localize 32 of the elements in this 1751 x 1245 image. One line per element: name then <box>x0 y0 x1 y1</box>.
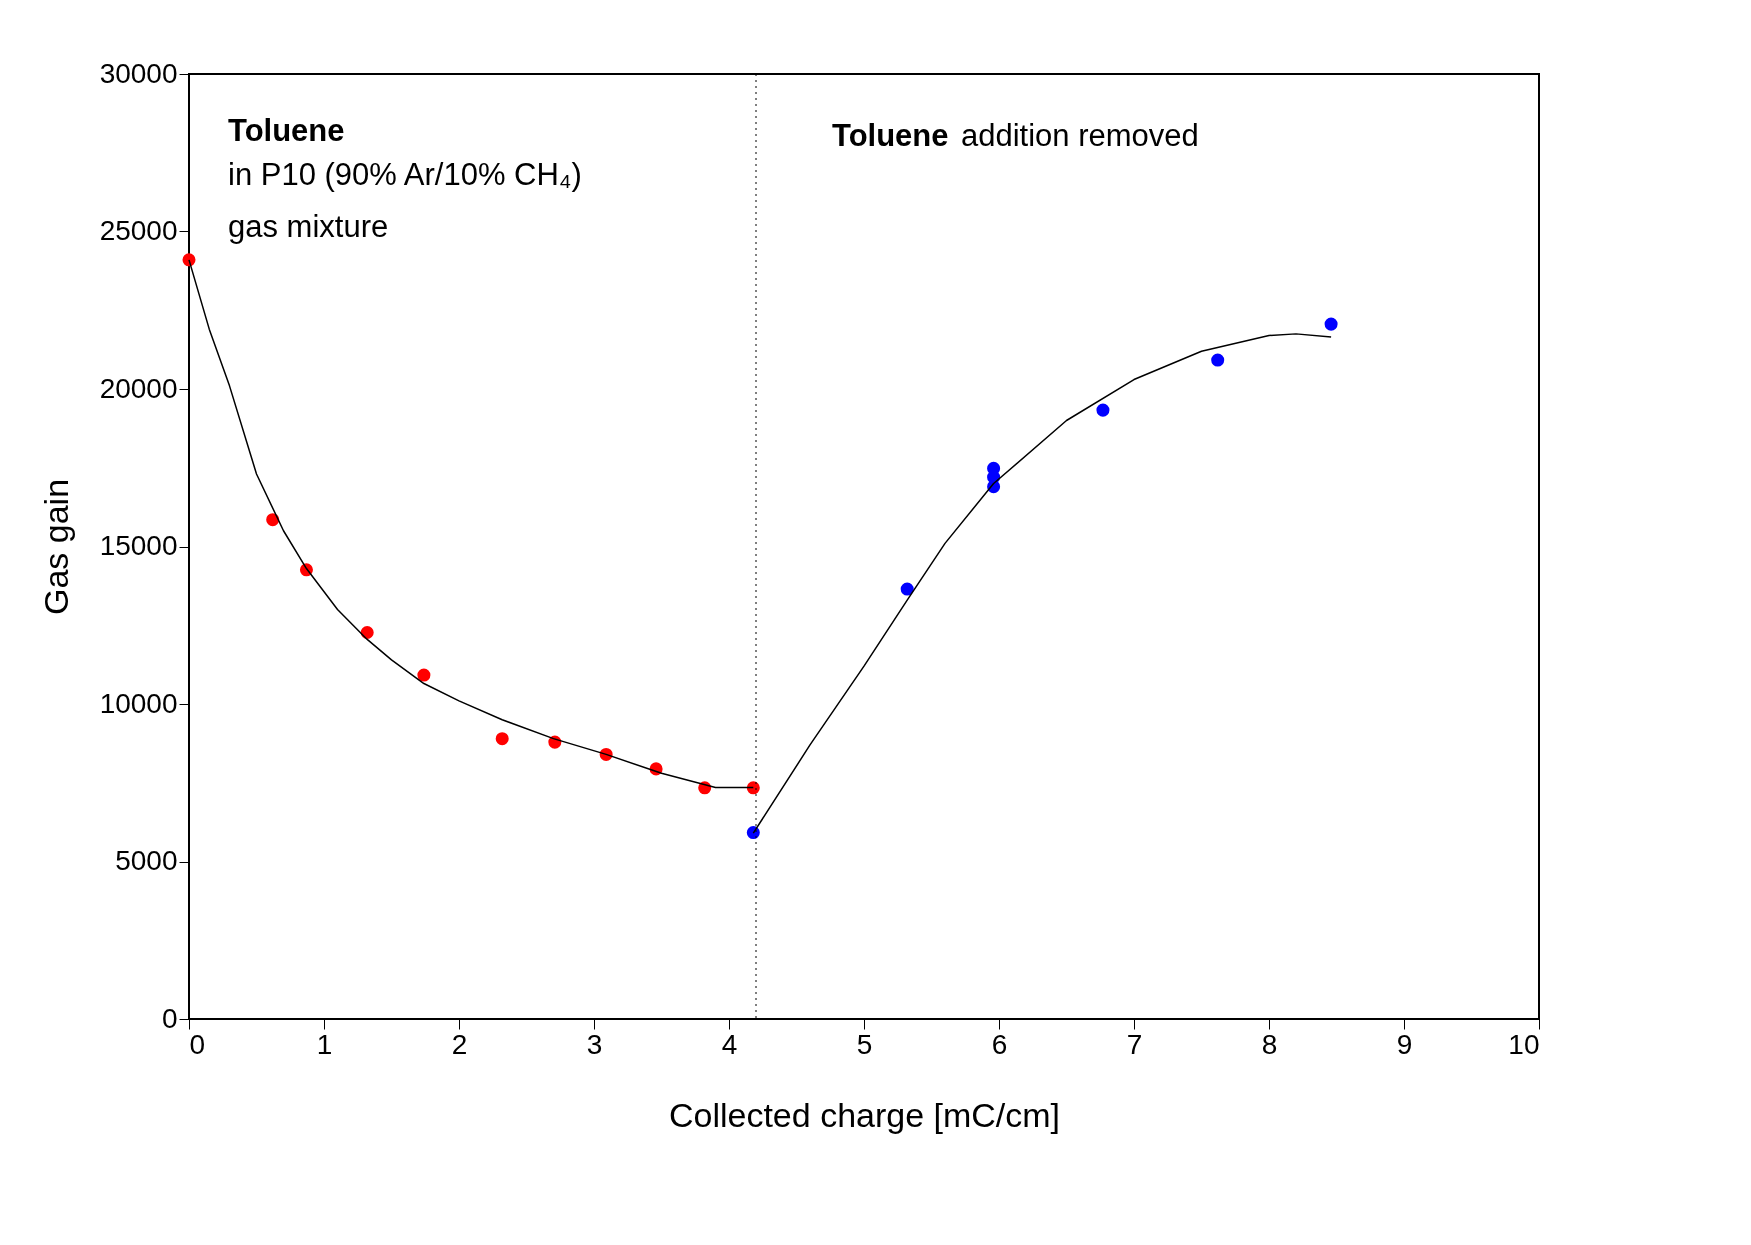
x-tick-label: 2 <box>451 1028 468 1060</box>
y-axis-title: Gas gain <box>36 478 75 616</box>
y-tick-label: 5000 <box>115 845 178 876</box>
annotation: Toluene <box>228 113 345 148</box>
x-axis-title: Collected charge [mC/cm] <box>668 1095 1061 1134</box>
x-tick-label: 7 <box>1126 1028 1143 1060</box>
annotation: Toluene <box>832 118 949 153</box>
x-tick-label: 1 <box>316 1028 333 1060</box>
x-tick-label: 5 <box>856 1028 873 1060</box>
x-tick-label: 3 <box>586 1028 603 1060</box>
y-tick-label: 30000 <box>99 57 178 89</box>
x-tick-label: 9 <box>1396 1028 1413 1060</box>
x-tick-label: 0 <box>189 1028 206 1060</box>
x-tick-label: 4 <box>721 1028 738 1060</box>
y-tick-label: 15000 <box>99 530 178 561</box>
annotation: gas mixture <box>228 209 389 244</box>
y-tick-label: 10000 <box>99 687 178 719</box>
point <box>417 668 431 682</box>
x-tick-label: 8 <box>1261 1028 1278 1060</box>
annotation: addition removed <box>961 118 1199 153</box>
point <box>495 732 509 746</box>
y-tick-label: 25000 <box>99 215 178 246</box>
point <box>360 625 374 639</box>
point <box>900 582 914 596</box>
x-tick-label: 10 <box>1508 1028 1540 1060</box>
annotation: in P10 (90% Ar/10% CH₄) <box>228 157 582 192</box>
y-tick-label: 0 <box>161 1002 178 1034</box>
x-tick-label: 6 <box>991 1028 1008 1060</box>
point <box>1324 317 1338 331</box>
y-tick-label: 20000 <box>99 372 178 404</box>
point <box>1211 353 1225 367</box>
point <box>1096 403 1110 417</box>
